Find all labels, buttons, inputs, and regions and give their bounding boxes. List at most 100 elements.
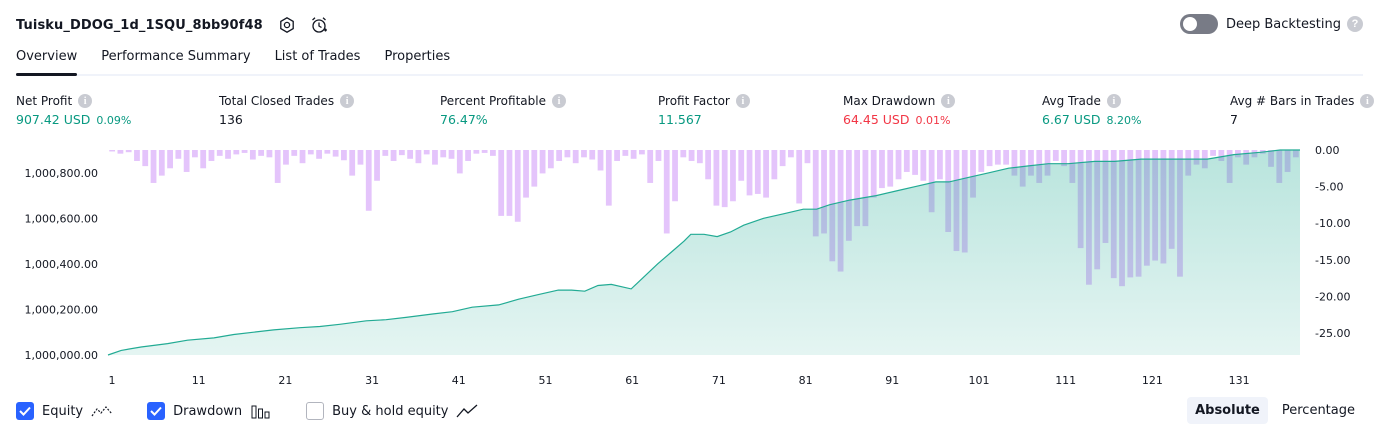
- deep-backtesting-label: Deep Backtesting: [1225, 16, 1341, 32]
- buy-hold-checkbox[interactable]: [306, 402, 325, 420]
- help-icon[interactable]: ?: [1347, 16, 1363, 32]
- metric-label: Net Profit: [16, 94, 73, 108]
- y-left-tick-label: 1,000,600.00: [25, 212, 98, 225]
- report-tabs: Overview Performance Summary List of Tra…: [16, 44, 1363, 76]
- drawdown-bar: [473, 150, 480, 154]
- drawdown-bar: [324, 150, 331, 154]
- equity-area: [108, 150, 1300, 355]
- value-mode-switch: Absolute Percentage: [1181, 397, 1363, 424]
- drawdown-bar: [680, 150, 687, 158]
- tab-performance-summary[interactable]: Performance Summary: [101, 49, 251, 64]
- metric-label: Avg Trade: [1042, 94, 1101, 108]
- legend-buy-hold[interactable]: Buy & hold equity: [306, 402, 478, 420]
- metric-percent-profitable: Percent Profitable i 76.47%: [440, 94, 566, 127]
- x-tick-label: 1: [109, 374, 116, 387]
- metric-avg-trade: Avg Trade i 6.67 USD 8.20%: [1042, 94, 1141, 127]
- x-tick-label: 131: [1229, 374, 1250, 387]
- metric-label: Max Drawdown: [843, 94, 936, 108]
- settings-icon[interactable]: [277, 15, 297, 35]
- drawdown-bar: [142, 150, 149, 167]
- drawdown-bar: [605, 150, 612, 206]
- drawdown-bar: [490, 150, 496, 156]
- drawdown-bar: [862, 150, 869, 227]
- info-icon[interactable]: i: [1106, 94, 1121, 108]
- tab-list-of-trades[interactable]: List of Trades: [274, 49, 361, 64]
- drawdown-bar: [812, 150, 819, 237]
- strategy-title: Tuisku_DDOG_1d_1SQU_8bb90f48: [16, 17, 263, 33]
- tab-properties[interactable]: Properties: [384, 49, 451, 64]
- drawdown-bar: [738, 150, 745, 181]
- drawdown-bar: [465, 150, 471, 161]
- drawdown-bar: [216, 150, 223, 156]
- y-right-tick-label: -20.00: [1315, 290, 1350, 303]
- x-axis: 1 11 21 31 41 51 61 71 81 91 101 111 121 131: [109, 374, 1250, 387]
- drawdown-bar: [572, 150, 579, 164]
- drawdown-bar: [415, 150, 422, 164]
- drawdown-bar: [167, 150, 173, 169]
- drawdown-bar: [788, 150, 794, 158]
- drawdown-bar: [705, 150, 712, 180]
- drawdown-bar: [630, 150, 637, 159]
- toggle-knob: [1182, 17, 1197, 31]
- drawdown-bar: [655, 150, 662, 161]
- drawdown-bar: [978, 150, 985, 172]
- metric-max-drawdown: Max Drawdown i 64.45 USD 0.01%: [843, 94, 956, 127]
- drawdown-checkbox[interactable]: [147, 402, 166, 420]
- x-tick-label: 121: [1142, 374, 1163, 387]
- info-icon[interactable]: i: [735, 94, 750, 108]
- drawdown-bar: [258, 150, 265, 156]
- drawdown-bar: [365, 150, 372, 211]
- alert-clock-icon[interactable]: [309, 15, 329, 35]
- drawdown-bar: [763, 150, 769, 198]
- drawdown-bar: [589, 150, 596, 160]
- drawdown-bar: [183, 150, 190, 172]
- x-tick-label: 31: [365, 374, 379, 387]
- drawdown-bar: [1210, 150, 1216, 156]
- drawdown-bar: [564, 150, 571, 158]
- equity-checkbox[interactable]: [16, 402, 34, 420]
- absolute-button[interactable]: Absolute: [1187, 397, 1268, 424]
- drawdown-bar: [928, 150, 935, 213]
- drawdown-bar: [283, 150, 289, 165]
- drawdown-bar: [895, 150, 902, 180]
- drawdown-bar: [1044, 150, 1051, 176]
- deep-backtesting-toggle[interactable]: [1179, 14, 1218, 34]
- x-tick-label: 111: [1055, 374, 1076, 387]
- info-icon[interactable]: i: [340, 94, 355, 108]
- legend-drawdown[interactable]: Drawdown: [147, 402, 272, 420]
- legend-equity[interactable]: Equity: [16, 402, 113, 420]
- tab-overview[interactable]: Overview: [16, 44, 78, 76]
- y-right-tick-label: -25.00: [1315, 327, 1350, 340]
- trend-line-icon: [456, 404, 478, 418]
- equity-line: [107, 149, 1300, 356]
- equity-line-icon: [91, 406, 113, 417]
- drawdown-bar: [879, 150, 885, 189]
- drawdown-bar: [456, 150, 463, 174]
- drawdown-bar: [440, 150, 447, 158]
- drawdown-bar: [407, 150, 414, 159]
- drawdown-bar: [382, 150, 389, 156]
- metrics-row: Net Profit i 907.42 USD 0.09% Total Closed…: [16, 94, 1375, 130]
- info-icon[interactable]: i: [551, 94, 566, 108]
- legend-label: Equity: [42, 403, 84, 419]
- info-icon[interactable]: i: [78, 94, 93, 108]
- drawdown-bar: [125, 150, 132, 153]
- drawdown-bar: [1028, 150, 1034, 176]
- info-icon[interactable]: i: [941, 94, 956, 108]
- info-icon[interactable]: i: [1360, 94, 1375, 108]
- metric-profit-factor: Profit Factor i 11.567: [658, 94, 750, 127]
- metric-label: Total Closed Trades: [219, 94, 335, 108]
- drawdown-bar: [539, 150, 546, 174]
- drawdown-bar: [266, 150, 273, 158]
- drawdown-bar: [903, 150, 910, 172]
- drawdown-bar: [1011, 150, 1018, 176]
- percentage-button[interactable]: Percentage: [1281, 403, 1355, 418]
- drawdown-bar: [639, 150, 645, 155]
- drawdown-bar: [547, 150, 554, 169]
- drawdown-bar: [432, 150, 438, 165]
- drawdown-bar: [175, 150, 182, 159]
- drawdown-bar: [1218, 150, 1225, 161]
- equity-drawdown-chart[interactable]: 1,000,000.00 1,000,200.00 1,000,400.00 1,00…: [0, 140, 1379, 390]
- metric-value: 6.67 USD: [1042, 112, 1101, 127]
- drawdown-bar: [870, 150, 877, 198]
